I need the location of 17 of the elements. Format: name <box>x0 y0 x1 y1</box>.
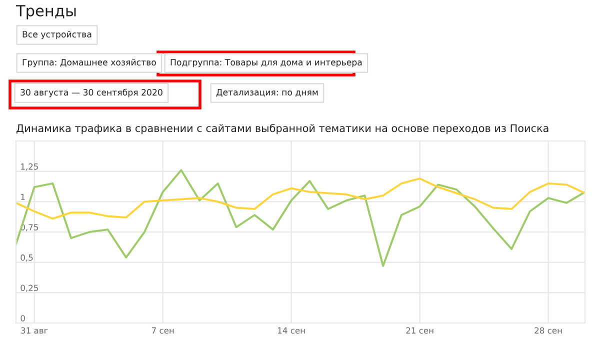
x-tick-label: 28 сен <box>534 327 562 334</box>
y-tick-label: 0,25 <box>20 284 38 292</box>
text: 30 августа — 30 сентября 2020 <box>20 88 162 98</box>
text: Группа: Домашнее хозяйство <box>22 58 156 68</box>
y-tick-label: 1,25 <box>21 163 38 171</box>
text: Подгруппа: Товары для дома и интерьера <box>170 59 362 68</box>
y-tick-label: 1 <box>21 194 25 200</box>
x-tick-label: 7 сен <box>152 327 174 334</box>
x-tick-label: 21 сен <box>406 327 434 334</box>
x-tick-label: 31 авг <box>21 327 48 334</box>
text: Тренды <box>16 5 76 20</box>
y-tick-label: 0,5 <box>20 254 33 262</box>
text: Все устройства <box>22 30 92 40</box>
chart-title: Динамика трафика в сравнении с сайтами выбранной тематики на основе переходов из Поиска <box>16 124 548 134</box>
x-tick-label: 14 сен <box>278 327 305 334</box>
y-tick-label: 0 <box>20 315 25 322</box>
text: Детализация: по дням <box>216 89 318 97</box>
